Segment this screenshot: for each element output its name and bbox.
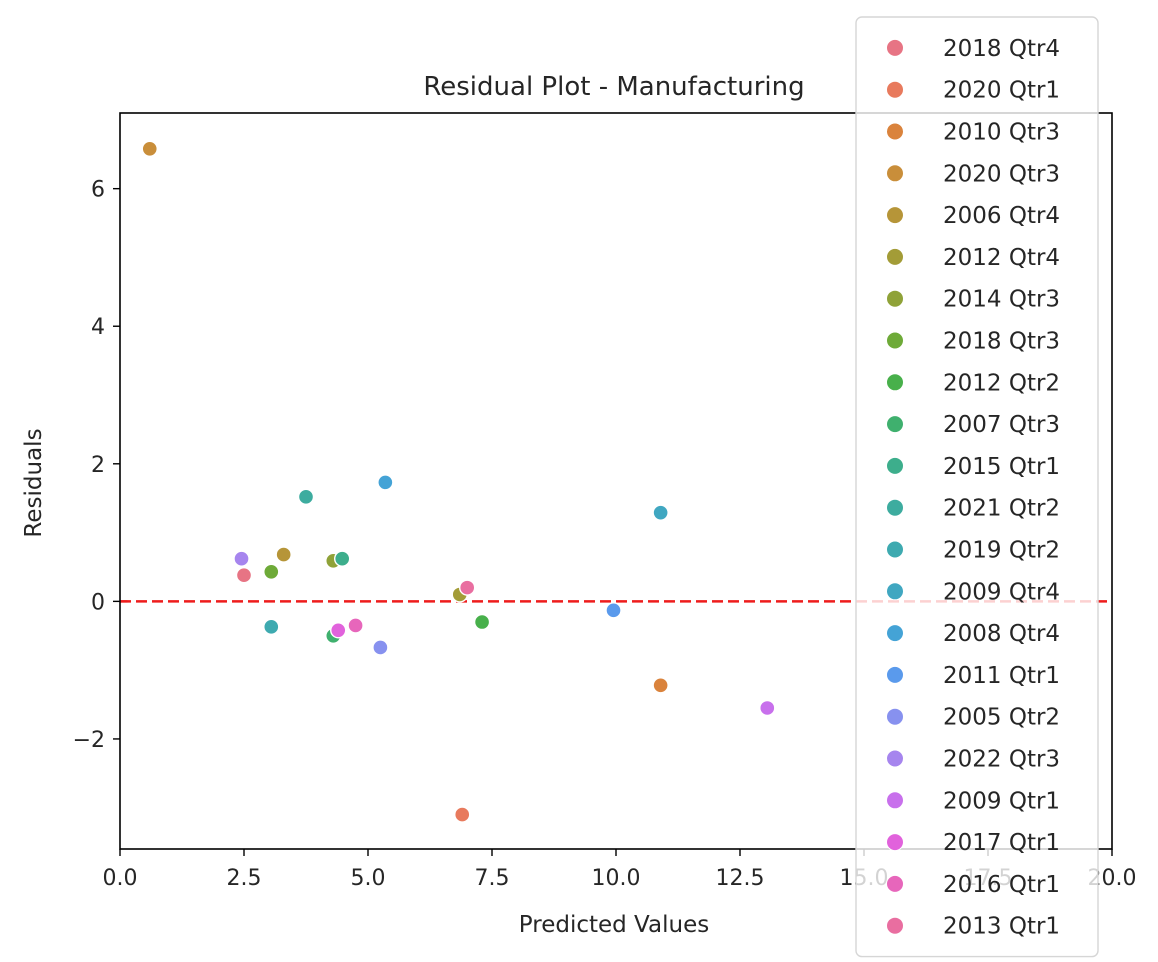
- data-point: [141, 140, 158, 157]
- legend-marker: [886, 665, 904, 684]
- legend-label: 2022 Qtr3: [943, 747, 1060, 773]
- data-point: [652, 504, 669, 521]
- data-point: [454, 806, 471, 823]
- x-tick-label: 12.5: [716, 866, 765, 891]
- data-point: [263, 618, 280, 636]
- legend-marker: [886, 38, 904, 57]
- legend-marker: [886, 122, 904, 141]
- legend-label: 2011 Qtr1: [943, 663, 1060, 689]
- legend-label: 2012 Qtr4: [943, 245, 1060, 271]
- data-point: [377, 474, 394, 491]
- y-tick-label: 0: [91, 590, 105, 615]
- legend-label: 2012 Qtr2: [943, 370, 1060, 396]
- legend-marker: [886, 80, 904, 99]
- y-tick-label: 2: [91, 453, 105, 478]
- legend-marker: [886, 498, 904, 517]
- data-point: [459, 579, 476, 596]
- legend-marker: [886, 916, 904, 935]
- legend-marker: [886, 331, 904, 350]
- y-tick-label: 4: [91, 315, 105, 340]
- data-point: [263, 563, 280, 580]
- data-point: [235, 567, 253, 584]
- legend-label: 2020 Qtr3: [943, 161, 1060, 187]
- x-tick-label: 0.0: [103, 866, 138, 891]
- x-tick-label: 10.0: [592, 866, 641, 891]
- legend-marker: [886, 247, 904, 266]
- legend-marker: [886, 791, 904, 810]
- data-point: [605, 602, 622, 619]
- data-point: [372, 639, 389, 656]
- legend-marker: [886, 874, 904, 893]
- legend-label: 2018 Qtr3: [943, 329, 1060, 355]
- legend-marker: [886, 206, 904, 225]
- data-point: [473, 613, 491, 631]
- legend-marker: [886, 582, 904, 601]
- legend-label: 2013 Qtr1: [943, 914, 1060, 940]
- legend-label: 2020 Qtr1: [943, 78, 1060, 104]
- legend-label: 2015 Qtr1: [943, 454, 1060, 480]
- legend-marker: [886, 289, 904, 308]
- x-tick-label: 5.0: [351, 866, 386, 891]
- data-point: [233, 550, 250, 567]
- legend-label: 2014 Qtr3: [943, 287, 1060, 313]
- legend-label: 2018 Qtr4: [943, 36, 1060, 62]
- chart-title: Residual Plot - Manufacturing: [423, 72, 804, 102]
- legend-marker: [886, 624, 904, 643]
- legend-label: 2010 Qtr3: [943, 120, 1060, 146]
- data-point: [334, 550, 351, 567]
- y-axis-label: Residuals: [21, 428, 47, 537]
- data-point: [652, 677, 669, 694]
- legend-label: 2006 Qtr4: [943, 203, 1060, 229]
- data-point: [759, 699, 776, 717]
- legend-label: 2019 Qtr2: [943, 538, 1060, 564]
- data-point: [347, 617, 364, 634]
- legend-label: 2008 Qtr4: [943, 621, 1060, 647]
- y-tick-label: 6: [91, 178, 105, 203]
- legend-marker: [886, 164, 904, 183]
- legend-marker: [886, 707, 904, 726]
- legend: 2018 Qtr4 2020 Qtr1 2010 Qtr3 2020 Qtr3 2006…: [855, 16, 1099, 958]
- x-axis-label: Predicted Values: [519, 912, 709, 938]
- legend-label: 2007 Qtr3: [943, 412, 1060, 438]
- legend-marker: [886, 456, 904, 475]
- legend-marker: [886, 749, 904, 768]
- legend-box: [855, 16, 1099, 958]
- legend-label: 2009 Qtr1: [943, 788, 1060, 814]
- x-tick-label: 2.5: [227, 866, 262, 891]
- legend-marker: [886, 373, 904, 392]
- legend-label: 2016 Qtr1: [943, 872, 1060, 898]
- y-tick-label: −2: [73, 728, 105, 753]
- legend-label: 2017 Qtr1: [943, 830, 1060, 856]
- data-point: [330, 622, 347, 639]
- legend-label: 2005 Qtr2: [943, 705, 1060, 731]
- legend-marker: [886, 540, 904, 559]
- legend-marker: [886, 833, 904, 852]
- x-tick-label: 7.5: [475, 866, 510, 891]
- data-point: [297, 488, 315, 506]
- legend-label: 2021 Qtr2: [943, 496, 1060, 522]
- legend-label: 2009 Qtr4: [943, 579, 1060, 605]
- legend-marker: [886, 415, 904, 434]
- data-point: [275, 546, 292, 563]
